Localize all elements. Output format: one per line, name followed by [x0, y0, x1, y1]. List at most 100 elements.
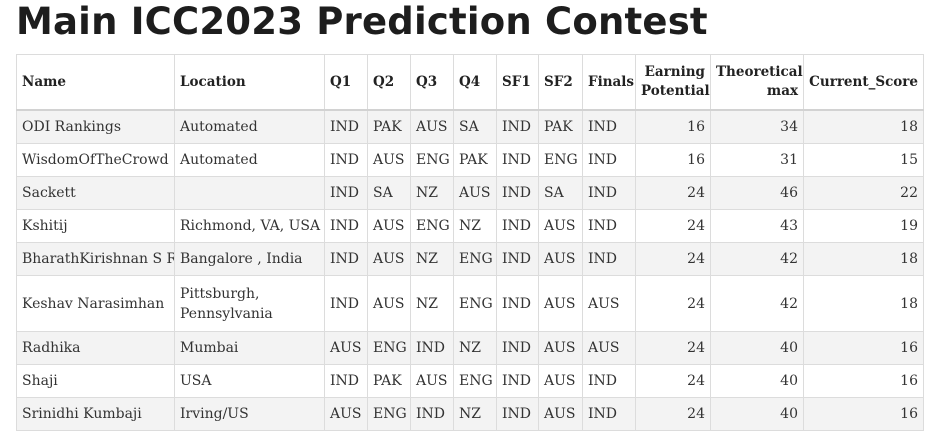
cell-q4: PAK: [453, 143, 497, 177]
cell-finals: IND: [582, 209, 636, 243]
cell-q3: AUS: [410, 109, 454, 144]
column-header-current-score[interactable]: Current_Score: [803, 54, 924, 111]
cell-finals: IND: [582, 109, 636, 144]
cell-sf1: IND: [496, 364, 539, 398]
cell-finals: AUS: [582, 331, 636, 365]
cell-location: Richmond, VA, USA: [174, 209, 325, 243]
cell-q1: IND: [324, 275, 368, 332]
cell-q2: ENG: [367, 397, 411, 431]
cell-current-score: 16: [803, 397, 924, 431]
cell-q2: AUS: [367, 143, 411, 177]
cell-q3: IND: [410, 331, 454, 365]
cell-sf1: IND: [496, 109, 539, 144]
cell-q2: PAK: [367, 109, 411, 144]
cell-sf2: AUS: [538, 242, 583, 276]
cell-q3: ENG: [410, 209, 454, 243]
cell-sf2: AUS: [538, 209, 583, 243]
leaderboard-table-container: Name Location Q1 Q2 Q3 Q4 SF1 SF2 Finals…: [16, 54, 924, 431]
column-header-sf1[interactable]: SF1: [496, 54, 539, 111]
cell-location: [174, 176, 325, 210]
cell-earning-potential: 24: [635, 176, 711, 210]
cell-sf2: AUS: [538, 397, 583, 431]
cell-current-score: 18: [803, 242, 924, 276]
cell-q1: AUS: [324, 397, 368, 431]
cell-q4: ENG: [453, 242, 497, 276]
cell-q1: AUS: [324, 331, 368, 365]
cell-theoretical-max: 43: [710, 209, 804, 243]
cell-earning-potential: 24: [635, 331, 711, 365]
cell-q2: SA: [367, 176, 411, 210]
cell-current-score: 19: [803, 209, 924, 243]
cell-q2: AUS: [367, 242, 411, 276]
table-row: WisdomOfTheCrowd Automated IND AUS ENG PAK IND…: [16, 143, 924, 177]
column-header-earning-potential[interactable]: Earning Potential: [635, 54, 711, 111]
cell-q4: ENG: [453, 275, 497, 332]
cell-q1: IND: [324, 143, 368, 177]
table-row: Shaji USA IND PAK AUS ENG IND AUS IND 24 40 16: [16, 364, 924, 398]
table-row: Kshitij Richmond, VA, USA IND AUS ENG NZ IND AU…: [16, 209, 924, 243]
column-header-q3[interactable]: Q3: [410, 54, 454, 111]
cell-sf2: AUS: [538, 331, 583, 365]
cell-q3: AUS: [410, 364, 454, 398]
cell-sf2: ENG: [538, 143, 583, 177]
cell-q3: NZ: [410, 242, 454, 276]
cell-current-score: 16: [803, 364, 924, 398]
cell-q4: AUS: [453, 176, 497, 210]
cell-current-score: 18: [803, 109, 924, 144]
cell-q4: NZ: [453, 397, 497, 431]
cell-q2: AUS: [367, 209, 411, 243]
cell-earning-potential: 24: [635, 397, 711, 431]
cell-sf2: AUS: [538, 364, 583, 398]
cell-finals: IND: [582, 143, 636, 177]
cell-earning-potential: 24: [635, 209, 711, 243]
cell-theoretical-max: 42: [710, 275, 804, 332]
cell-sf2: SA: [538, 176, 583, 210]
cell-q2: AUS: [367, 275, 411, 332]
cell-name: ODI Rankings: [16, 109, 175, 144]
cell-finals: AUS: [582, 275, 636, 332]
cell-theoretical-max: 31: [710, 143, 804, 177]
cell-sf2: AUS: [538, 275, 583, 332]
cell-earning-potential: 24: [635, 242, 711, 276]
cell-q3: NZ: [410, 176, 454, 210]
cell-q4: NZ: [453, 209, 497, 243]
cell-q3: ENG: [410, 143, 454, 177]
cell-current-score: 15: [803, 143, 924, 177]
column-header-name[interactable]: Name: [16, 54, 175, 111]
leaderboard-table: Name Location Q1 Q2 Q3 Q4 SF1 SF2 Finals…: [16, 54, 924, 431]
cell-q3: IND: [410, 397, 454, 431]
cell-name: Radhika: [16, 331, 175, 365]
cell-q3: NZ: [410, 275, 454, 332]
cell-theoretical-max: 34: [710, 109, 804, 144]
cell-sf1: IND: [496, 397, 539, 431]
cell-name: Kshitij: [16, 209, 175, 243]
cell-q1: IND: [324, 109, 368, 144]
table-row: ODI Rankings Automated IND PAK AUS SA IND PAK IN…: [16, 109, 924, 144]
cell-location: Automated: [174, 109, 325, 144]
cell-name: WisdomOfTheCrowd: [16, 143, 175, 177]
cell-q4: ENG: [453, 364, 497, 398]
cell-q2: ENG: [367, 331, 411, 365]
table-row: Srinidhi Kumbaji Irving/US AUS ENG IND NZ IND A…: [16, 397, 924, 431]
column-header-location[interactable]: Location: [174, 54, 325, 111]
cell-location: Mumbai: [174, 331, 325, 365]
cell-earning-potential: 24: [635, 275, 711, 332]
column-header-q2[interactable]: Q2: [367, 54, 411, 111]
column-header-sf2[interactable]: SF2: [538, 54, 583, 111]
cell-location: Automated: [174, 143, 325, 177]
cell-location: Bangalore , India: [174, 242, 325, 276]
cell-q2: PAK: [367, 364, 411, 398]
cell-sf2: PAK: [538, 109, 583, 144]
column-header-finals[interactable]: Finals: [582, 54, 636, 111]
column-header-theoretical-max[interactable]: Theoretical max: [710, 54, 804, 111]
cell-sf1: IND: [496, 143, 539, 177]
table-row: Keshav Narasimhan Pittsburgh, Pennsylvani…: [16, 275, 924, 332]
column-header-q4[interactable]: Q4: [453, 54, 497, 111]
table-body: ODI Rankings Automated IND PAK AUS SA IND PAK IN…: [16, 109, 924, 431]
cell-q4: NZ: [453, 331, 497, 365]
column-header-q1[interactable]: Q1: [324, 54, 368, 111]
table-row: Radhika Mumbai AUS ENG IND NZ IND AUS AUS 24 40 16: [16, 331, 924, 365]
cell-q1: IND: [324, 176, 368, 210]
cell-current-score: 22: [803, 176, 924, 210]
cell-theoretical-max: 40: [710, 397, 804, 431]
